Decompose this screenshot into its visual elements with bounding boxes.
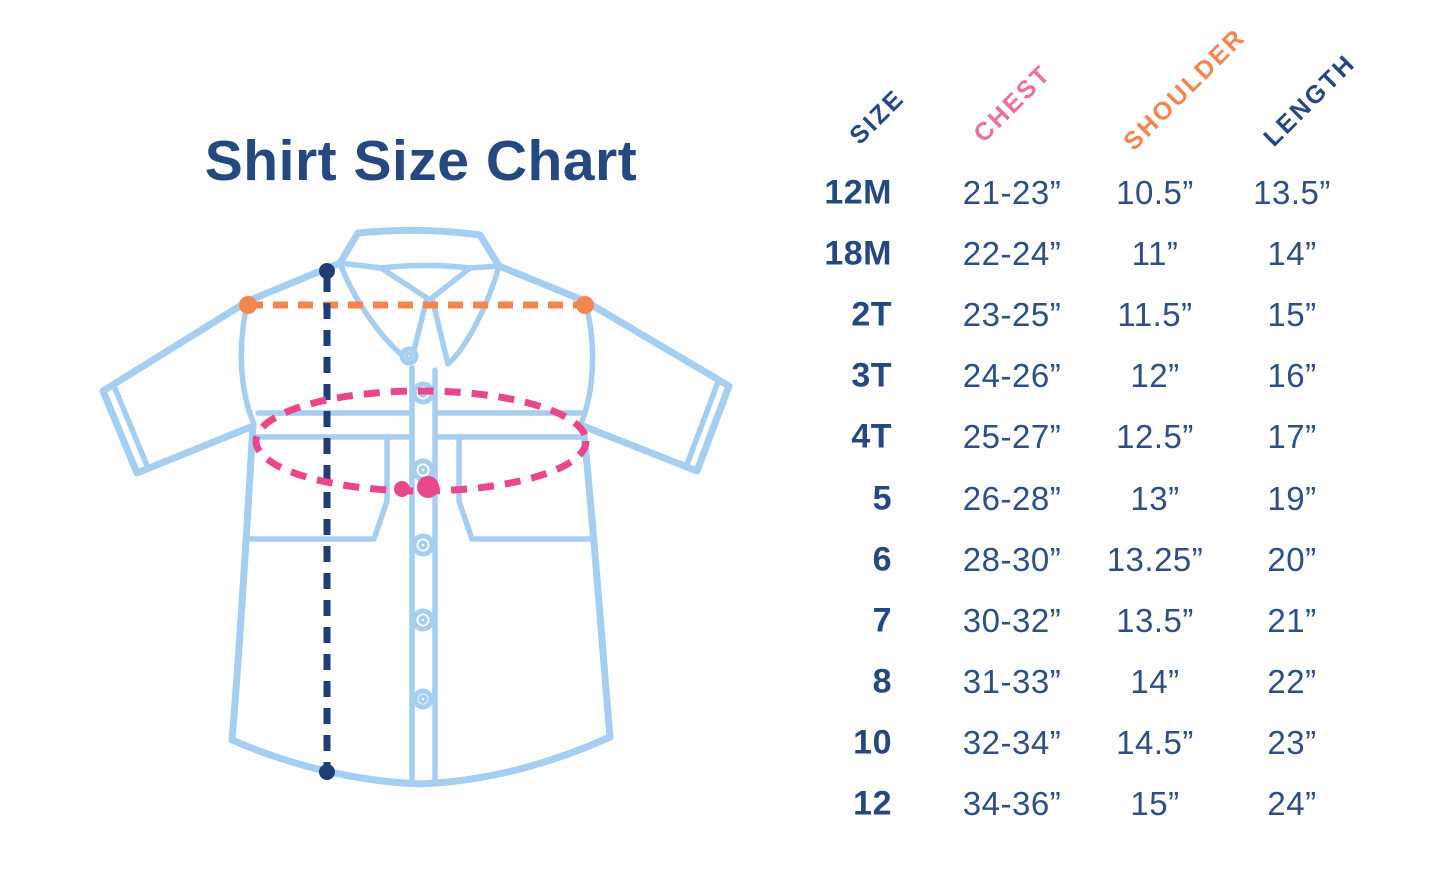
cuff-bands [111, 379, 721, 471]
cell-chest: 31-33” [962, 663, 1062, 701]
size-table-row: 7 30-32” 13.5” 21” [0, 590, 1445, 651]
cell-size: 10 [853, 723, 892, 762]
length-measurement-line [319, 263, 335, 780]
cell-chest: 26-28” [962, 479, 1062, 517]
size-table-row: 5 26-28” 13” 19” [0, 468, 1445, 529]
size-table: 12M 21-23” 10.5” 13.5” 18M 22-24” 11” 14… [0, 162, 1445, 835]
shirt-diagram-svg [99, 226, 733, 788]
cell-length: 24” [1267, 785, 1317, 823]
cell-length: 20” [1267, 540, 1317, 578]
cell-length: 16” [1267, 357, 1317, 395]
cell-length: 17” [1267, 418, 1317, 456]
cell-shoulder: 12.5” [1116, 418, 1194, 456]
size-table-row: 6 28-30” 13.25” 20” [0, 529, 1445, 590]
size-table-row: 4T 25-27” 12.5” 17” [0, 407, 1445, 468]
cell-shoulder: 15” [1130, 785, 1180, 823]
cell-size: 4T [851, 417, 892, 456]
size-table-row: 3T 24-26” 12” 16” [0, 346, 1445, 407]
size-table-row: 10 32-34” 14.5” 23” [0, 713, 1445, 774]
cell-chest: 32-34” [962, 724, 1062, 762]
cell-chest: 24-26” [962, 357, 1062, 395]
cell-length: 13.5” [1253, 173, 1331, 211]
cell-chest: 23-25” [962, 295, 1062, 333]
chest-seam [252, 410, 588, 440]
cell-shoulder: 13” [1130, 479, 1180, 517]
cell-shoulder: 13.25” [1106, 540, 1204, 578]
cell-length: 23” [1267, 724, 1317, 762]
shirt-illustration [75, 195, 765, 815]
cell-size: 18M [824, 234, 892, 273]
shirt-outline [99, 226, 733, 788]
cell-size: 5 [872, 479, 892, 518]
cell-chest: 34-36” [962, 785, 1062, 823]
cell-shoulder: 14.5” [1116, 724, 1194, 762]
cell-shoulder: 11.5” [1117, 295, 1193, 333]
cell-chest: 21-23” [962, 173, 1062, 211]
column-header-size: SIZE [844, 83, 911, 150]
size-table-row: 8 31-33” 14” 22” [0, 652, 1445, 713]
size-table-row: 18M 22-24” 11” 14” [0, 223, 1445, 284]
cell-size: 8 [872, 662, 892, 701]
cell-chest: 22-24” [962, 234, 1062, 272]
cell-chest: 25-27” [962, 418, 1062, 456]
size-table-row: 12 34-36” 15” 24” [0, 774, 1445, 835]
cell-chest: 28-30” [962, 540, 1062, 578]
column-header-shoulder: SHOULDER [1118, 22, 1252, 156]
page-title: Shirt Size Chart [204, 129, 638, 194]
size-table-row: 2T 23-25” 11.5” 15” [0, 284, 1445, 345]
cell-chest: 30-32” [962, 601, 1062, 639]
cell-length: 19” [1267, 479, 1317, 517]
column-header-chest: CHEST [968, 59, 1057, 148]
shoulder-measurement-line [239, 296, 594, 314]
cell-size: 3T [851, 356, 892, 395]
column-header-length: LENGTH [1258, 48, 1362, 152]
cell-shoulder: 14” [1130, 663, 1180, 701]
cell-size: 2T [851, 295, 892, 334]
cell-shoulder: 13.5” [1116, 601, 1194, 639]
size-table-row: 12M 21-23” 10.5” 13.5” [0, 162, 1445, 223]
cell-size: 7 [872, 601, 892, 640]
cell-length: 15” [1267, 295, 1317, 333]
cell-size: 12M [824, 173, 892, 212]
cell-length: 22” [1267, 663, 1317, 701]
cell-shoulder: 12” [1130, 357, 1180, 395]
cell-shoulder: 10.5” [1116, 173, 1194, 211]
cell-size: 12 [853, 784, 892, 823]
cell-length: 21” [1267, 601, 1317, 639]
chest-pockets [248, 434, 592, 542]
chest-measurement-ellipse [252, 387, 590, 498]
cell-shoulder: 11” [1131, 234, 1179, 272]
cell-size: 6 [872, 540, 892, 579]
cell-length: 14” [1267, 234, 1317, 272]
